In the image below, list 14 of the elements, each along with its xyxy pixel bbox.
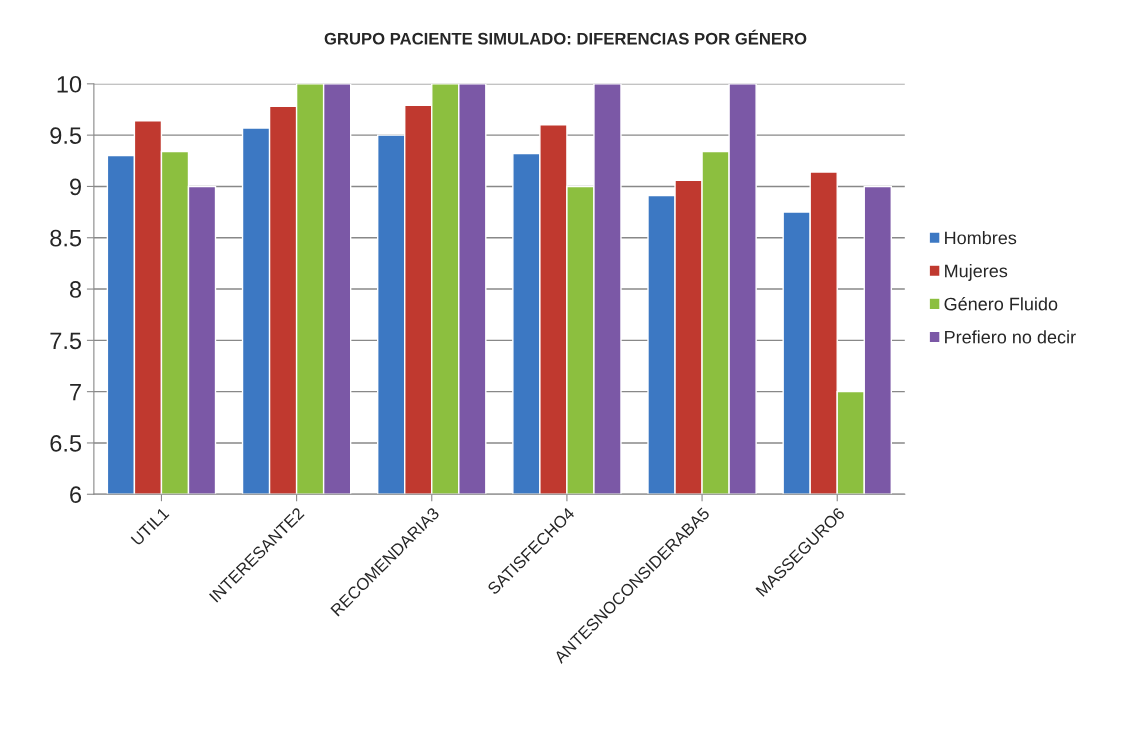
chart-title: GRUPO PACIENTE SIMULADO: DIFERENCIAS POR GÉNERO <box>324 29 807 45</box>
y-tick-label: 8 <box>69 281 82 298</box>
legend-label: Género Fluido <box>944 296 1058 311</box>
y-tick-label: 7 <box>70 383 81 401</box>
y-tick-label: 7.5 <box>50 332 82 350</box>
y-tick-label: 8.5 <box>50 229 82 247</box>
y-tick-label: 9 <box>70 178 81 196</box>
y-tick-label: 6 <box>70 486 82 504</box>
y-tick-label: 6.5 <box>50 435 82 452</box>
y-tick-label: 10 <box>57 75 82 93</box>
legend-label: Prefiero no decir <box>945 330 1076 344</box>
y-tick-label: 9.5 <box>50 127 82 144</box>
legend-label: Mujeres <box>945 264 1008 281</box>
legend-label: Hombres <box>945 231 1017 245</box>
